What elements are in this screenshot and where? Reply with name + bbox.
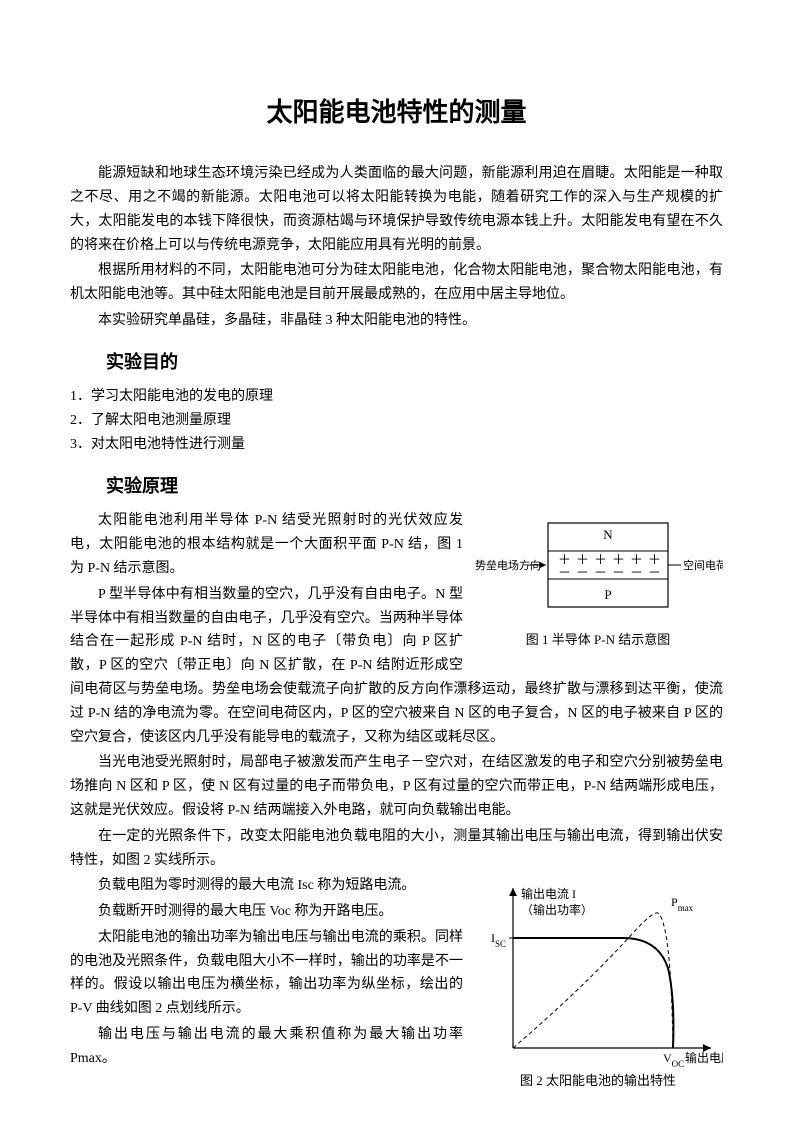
figure1-n-label: N (603, 527, 613, 542)
svg-text:－: － (594, 565, 607, 580)
figure2-pmax-label: Pmax (671, 895, 694, 913)
intro-paragraph-1: 能源短缺和地球生态环境污染已经成为人类面临的最大问题，新能源利用迫在眉睫。太阳能… (70, 162, 723, 257)
pn-junction-diagram-icon: N P ＋ ＋ ＋ ＋ ＋ ＋ － － － － － － 势垒电场方向 空间电荷区 (473, 515, 723, 625)
objective-item-1: 1．学习太阳能电池的发电的原理 (70, 385, 723, 409)
figure-1-caption: 图 1 半导体 P-N 结示意图 (473, 629, 723, 651)
svg-text:－: － (648, 565, 661, 580)
section-objectives-heading: 实验目的 (70, 347, 723, 378)
principle-block-2: 输出电流 I （输出功率） ISC Pmax VOC 输出电压 V 图 2 太阳… (70, 874, 723, 1096)
intro-paragraph-2: 根据所用材料的不同，太阳能电池可分为硅太阳能电池，化合物太阳能电池，聚合物太阳能… (70, 259, 723, 307)
objective-item-3: 3．对太阳电池特性进行测量 (70, 433, 723, 457)
figure2-y-label: 输出电流 I (521, 886, 576, 901)
figure1-p-label: P (604, 587, 611, 602)
figure2-voc-label: VOC (663, 1051, 684, 1068)
figure-2-caption: 图 2 太阳能电池的输出特性 (473, 1070, 723, 1092)
intro-paragraph-3: 本实验研究单晶硅，多晶硅，非晶硅 3 种太阳能电池的特性。 (70, 309, 723, 333)
figure2-x-label: 输出电压 V (685, 1050, 723, 1065)
section-principle-heading: 实验原理 (70, 471, 723, 502)
figure2-isc-label: ISC (491, 931, 506, 949)
svg-text:－: － (576, 565, 589, 580)
figure1-space-charge-label: 空间电荷区 (683, 558, 723, 572)
figure-2: 输出电流 I （输出功率） ISC Pmax VOC 输出电压 V 图 2 太阳… (473, 878, 723, 1092)
figure2-y2-label: （输出功率） (521, 902, 593, 917)
iv-curve-chart-icon: 输出电流 I （输出功率） ISC Pmax VOC 输出电压 V (473, 878, 723, 1068)
figure-1: N P ＋ ＋ ＋ ＋ ＋ ＋ － － － － － － 势垒电场方向 空间电荷区… (473, 515, 723, 651)
svg-text:－: － (630, 565, 643, 580)
principle-paragraph-4: 在一定的光照条件下，改变太阳能电池负载电阻的大小，测量其输出电压与输出电流，得到… (70, 825, 723, 873)
svg-text:－: － (612, 565, 625, 580)
svg-text:－: － (558, 565, 571, 580)
figure1-field-dir-label: 势垒电场方向 (475, 558, 541, 572)
objective-item-2: 2．了解太阳电池测量原理 (70, 409, 723, 433)
principle-block-1: N P ＋ ＋ ＋ ＋ ＋ ＋ － － － － － － 势垒电场方向 空间电荷区… (70, 509, 723, 751)
principle-paragraph-3: 当光电池受光照射时，局部电子被激发而产生电子－空穴对，在结区激发的电子和空穴分别… (70, 751, 723, 822)
page-title: 太阳能电池特性的测量 (70, 90, 723, 134)
